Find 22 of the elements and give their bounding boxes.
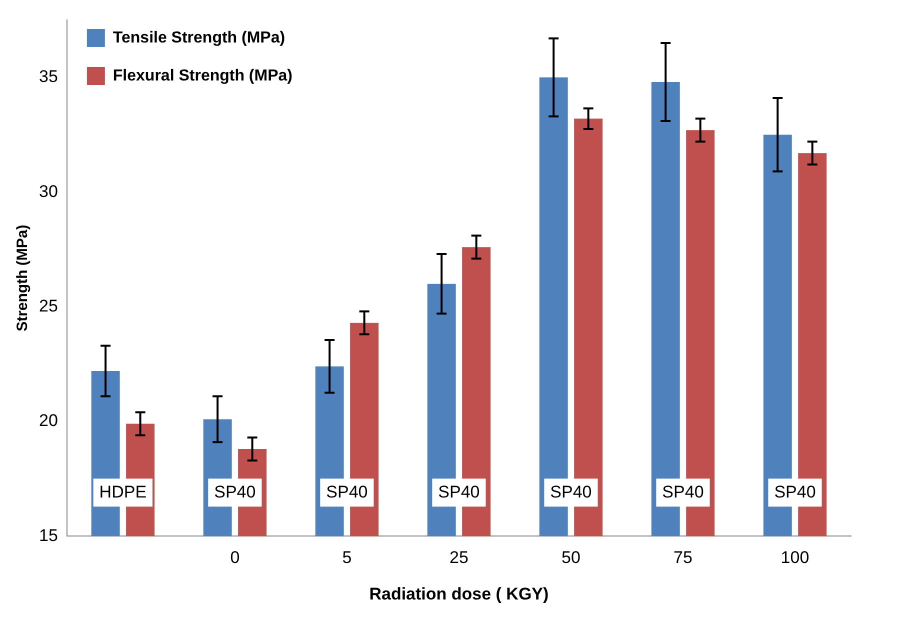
annotation: SP40 [214, 482, 256, 502]
y-tick-label: 25 [38, 296, 58, 316]
annotation: SP40 [662, 482, 704, 502]
x-tick-label: 50 [562, 548, 580, 568]
x-tick-label: 75 [674, 548, 692, 568]
legend-label: Flexural Strength (MPa) [112, 67, 292, 84]
x-tick-label: 25 [449, 548, 468, 568]
x-tick-label: 100 [780, 548, 810, 568]
annotation: SP40 [326, 482, 368, 502]
x-axis-title: Radiation dose ( KGY) [369, 584, 549, 604]
y-tick-label: 35 [38, 67, 58, 86]
y-axis-title: Strength (MPa) [14, 224, 32, 332]
annotation: SP40 [438, 482, 480, 502]
legend-label: Tensile Strength (MPa) [112, 29, 286, 46]
annotation: SP40 [774, 482, 816, 502]
x-tick-label: 5 [342, 548, 352, 568]
x-tick-label: 0 [230, 548, 240, 568]
annotation: SP40 [550, 482, 592, 502]
annotation: HDPE [99, 482, 147, 502]
y-tick-label: 20 [38, 411, 58, 430]
y-tick-label: 15 [38, 526, 58, 545]
y-tick-label: 30 [38, 182, 58, 201]
